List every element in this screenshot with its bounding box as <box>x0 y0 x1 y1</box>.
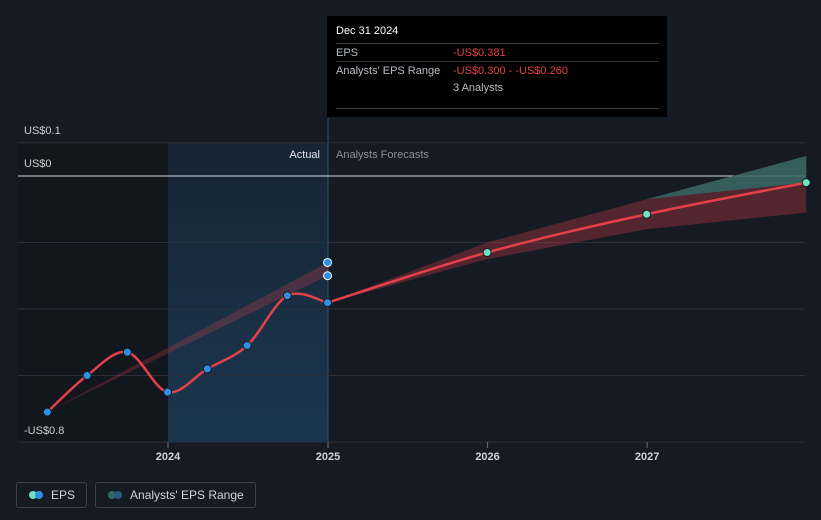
eps-range-bands <box>47 156 807 413</box>
actual-eps-point <box>82 371 92 380</box>
x-axis: 2024 2025 2026 2027 <box>156 442 659 463</box>
actual-eps-line <box>46 292 328 413</box>
range-point <box>323 271 333 281</box>
forecast-eps-point <box>642 209 652 219</box>
y-label-bottom: -US$0.8 <box>24 425 64 437</box>
eps-legend-icon <box>29 491 43 499</box>
x-tick-label: 2026 <box>475 451 499 463</box>
forecast-eps-line <box>327 181 807 304</box>
actual-eps-point <box>122 347 132 357</box>
tooltip-analysts: 3 Analysts <box>453 81 504 94</box>
actual-eps-point <box>42 407 52 417</box>
forecast-range-top <box>646 156 807 200</box>
actual-eps-point <box>242 341 252 351</box>
tooltip-eps-value: -US$0.381 <box>453 46 506 59</box>
actual-highlight-region <box>168 143 328 442</box>
legend-range[interactable]: Analysts' EPS Range <box>95 482 256 508</box>
actual-eps-point <box>282 291 292 301</box>
eps-lines <box>46 181 807 413</box>
tooltip-range-label: Analysts' EPS Range <box>336 64 441 77</box>
forecast-eps-point <box>482 247 492 257</box>
tooltip-eps-row: EPS -US$0.381 <box>336 43 659 61</box>
tooltip-range-row: Analysts' EPS Range -US$0.300 - -US$0.26… <box>336 61 659 79</box>
tooltip-divider <box>336 108 659 109</box>
legend-range-label: Analysts' EPS Range <box>130 488 244 502</box>
forecast-label: Analysts Forecasts <box>336 149 429 161</box>
legend-eps-label: EPS <box>51 488 76 502</box>
tooltip-date: Dec 31 2024 <box>336 25 399 37</box>
legend: EPS Analysts' EPS Range <box>16 482 256 508</box>
actual-eps-point <box>163 387 173 397</box>
x-tick-label: 2024 <box>156 451 181 463</box>
tooltip-range-value: -US$0.300 - -US$0.260 <box>453 64 568 77</box>
range-point <box>323 257 333 267</box>
y-label-zero: US$0 <box>24 158 52 170</box>
actual-eps-point <box>323 298 333 308</box>
eps-points <box>42 178 811 417</box>
forecast-eps-point <box>801 178 811 188</box>
tooltip-eps-label: EPS <box>336 46 359 59</box>
legend-eps[interactable]: EPS <box>16 482 88 508</box>
x-tick-label: 2025 <box>316 451 340 463</box>
actual-range-band <box>47 262 328 413</box>
y-label-top: US$0.1 <box>24 125 61 137</box>
actual-label: Actual <box>289 149 320 161</box>
actual-eps-point <box>202 364 212 374</box>
x-tick-label: 2027 <box>635 451 659 463</box>
tooltip: Dec 31 2024 EPS -US$0.381 Analysts' EPS … <box>327 16 667 117</box>
past-region-shade <box>18 143 168 442</box>
range-legend-icon <box>108 491 123 499</box>
